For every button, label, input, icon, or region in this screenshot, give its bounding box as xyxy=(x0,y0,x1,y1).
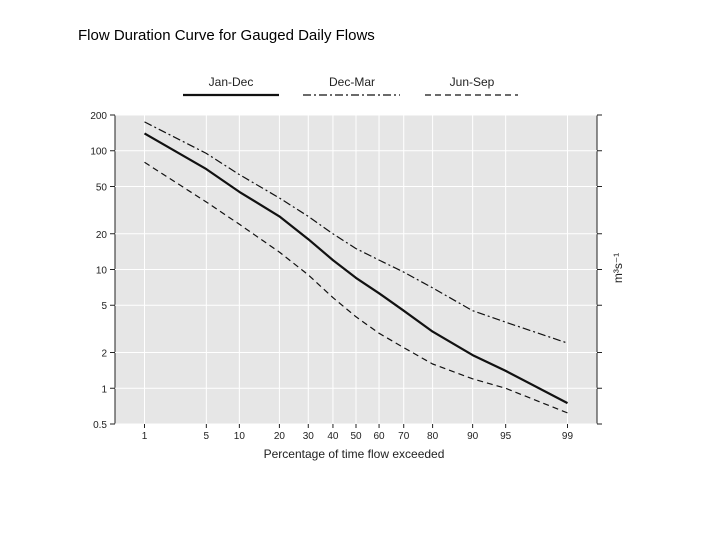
series-line-dec-mar xyxy=(144,121,568,344)
x-tick-label: 99 xyxy=(562,431,574,442)
slide-title: Flow Duration Curve for Gauged Daily Flo… xyxy=(78,27,375,44)
series-line-jan-dec xyxy=(143,132,569,405)
x-tick-label: 30 xyxy=(303,431,315,442)
legend-label: Jun-Sep xyxy=(450,75,495,89)
x-tick-labels: 1 5 10 20 30 40 50 60 70 80 90 95 99 xyxy=(142,431,574,442)
x-tick-label: 1 xyxy=(142,431,148,442)
y-tick-label: 10 xyxy=(96,266,108,277)
x-tick-label: 60 xyxy=(373,431,385,442)
y-axis-title: m³s⁻¹ xyxy=(611,253,625,283)
y-tick-label: 5 xyxy=(101,301,107,312)
x-tick-label: 5 xyxy=(204,431,210,442)
y-tick-label: 100 xyxy=(90,147,107,158)
y-tick-label: 2 xyxy=(101,349,107,360)
y-tick-label: 50 xyxy=(96,182,108,193)
x-tick-label: 40 xyxy=(327,431,339,442)
y-tick-label: 1 xyxy=(101,384,107,395)
y-tick-label: 200 xyxy=(90,111,107,122)
x-tick-label: 50 xyxy=(350,431,362,442)
y-tick-label: 0.5 xyxy=(93,420,107,431)
legend-label: Dec-Mar xyxy=(329,75,375,89)
axis-ticks xyxy=(110,114,602,428)
x-tick-label: 20 xyxy=(274,431,286,442)
x-tick-label: 90 xyxy=(467,431,479,442)
grid xyxy=(115,114,597,425)
series-lines xyxy=(143,121,569,414)
x-axis-title: Percentage of time flow exceeded xyxy=(264,447,445,461)
x-tick-label: 95 xyxy=(500,431,512,442)
y-tick-label: 20 xyxy=(96,230,108,241)
x-tick-label: 70 xyxy=(398,431,410,442)
legend-label: Jan-Dec xyxy=(209,75,254,89)
legend: Jan-Dec Dec-Mar Jun-Sep xyxy=(183,75,518,97)
series-line-jun-sep xyxy=(144,161,568,414)
x-tick-label: 10 xyxy=(234,431,246,442)
x-tick-label: 80 xyxy=(427,431,439,442)
y-tick-labels: 0.5 1 2 5 10 20 50 100 200 xyxy=(90,111,107,431)
